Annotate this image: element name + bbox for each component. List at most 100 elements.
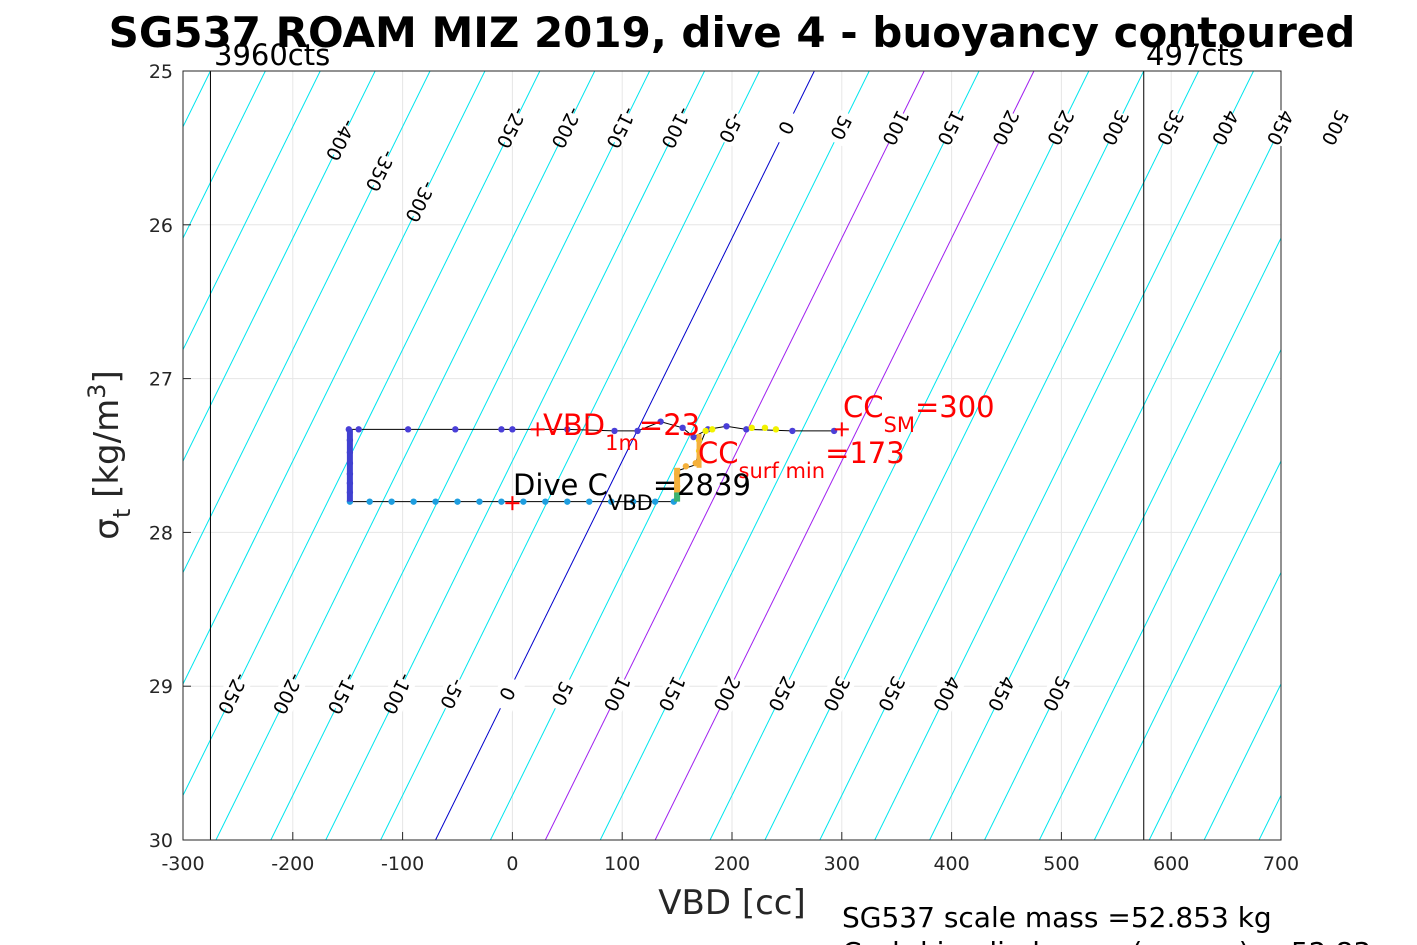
contour-line [183,71,266,240]
annotation-dive-cvbd-main: Dive C [513,468,608,502]
data-point [657,418,664,425]
data-point [452,426,459,433]
annotation-dive-cvbd: Dive CVBD=2839 [513,468,751,515]
data-point [432,498,439,505]
contour-label-bg [928,674,965,714]
y-axis-superscript: 3 [83,384,111,399]
data-point [404,426,412,433]
vline-label-right: 497cts [1146,38,1244,72]
contour-line [1258,794,1281,840]
contour-line [874,71,1254,840]
contour-label-bg [603,108,640,148]
contour-label-bg [988,108,1024,148]
data-point [520,498,527,505]
contour-line [270,71,651,840]
contour-line [215,71,596,840]
data-point [476,498,483,505]
contour-line [764,71,1145,840]
data-point [498,426,505,433]
chart-title: SG537 ROAM MIZ 2019, dive 4 - buoyancy c… [109,8,1356,57]
contour-label-bg [362,151,399,191]
data-point [629,498,637,505]
y-tick-label: 25 [149,61,173,83]
annotation-cc-sm-value: =300 [915,390,995,424]
contour-label-bg [215,674,251,714]
contour-label-bg [324,674,361,714]
x-tick-label: -300 [161,853,204,875]
y-axis-subscript: t [108,509,136,518]
x-tick-label: 500 [1043,853,1079,875]
contour-line [0,71,101,840]
data-point [366,498,373,505]
x-tick-label: 400 [933,853,969,875]
contour-line [183,71,376,463]
annotation-cc-surf-min-sub: surf min [739,459,826,483]
data-point [586,498,593,505]
data-point [702,427,709,435]
contour-label-bg [1317,108,1354,148]
contour-label-bg [1262,108,1299,148]
annotation-cc-sm: CCSM=300 [843,390,995,437]
data-point [355,426,362,433]
contour-line [489,71,870,840]
contour-label-bg [1097,108,1134,148]
annotation-cc-surf-min-main: CC [698,436,739,470]
contour-label-bg [493,108,530,148]
data-point [743,426,750,433]
contour-line [984,237,1281,840]
data-point [748,424,755,432]
data-point [564,498,571,505]
vline-label-left: 3960cts [214,38,330,72]
contour-label-bg [764,674,800,714]
data-point [410,498,417,505]
contour-line [544,71,925,840]
annotation-cc-surf-min-value: =173 [825,436,905,470]
contour-line [1369,71,1417,840]
contour-label-bg [819,674,855,714]
contour-label: 500 [1317,106,1353,148]
contour-line [183,71,321,351]
x-tick-label: 300 [824,853,860,875]
contour-label-bg [1152,108,1189,148]
annotation-dive-cvbd-value: =2839 [653,468,751,502]
annotation-vbd-1m-sub: 1m [605,431,639,455]
contour-label-bg [983,674,1020,714]
contour-label-bg [544,674,581,714]
contour-label-bg [658,108,695,148]
x-tick-label: 600 [1153,853,1189,875]
x-tick-label: 0 [506,853,518,875]
y-axis-label: σt [kg/m3] [83,370,136,539]
footer-implied-mass: C_vbd implied mass (approx) = 52.83 [842,936,1371,945]
contour-label-bg [823,108,860,148]
y-tick-label: 28 [149,522,173,544]
contour-label-bg [1207,108,1244,148]
data-point [709,426,716,433]
y-tick-label: 26 [149,215,173,237]
data-point [634,427,641,435]
contour-line [1148,571,1281,840]
contour-line [0,71,46,840]
contour-line [0,71,156,840]
data-point [542,498,549,505]
reference-markers [505,422,849,511]
contour-label-bg [548,108,585,148]
contour-line [183,71,431,574]
contour-line [1314,71,1417,840]
contour-label-bg [873,674,910,714]
contour-label-bg [323,120,359,160]
contour-label-bg [1038,674,1075,714]
data-point [682,463,690,470]
contour-label-bg [709,674,745,714]
data-point [789,427,796,435]
contour-line [1093,459,1281,840]
data-point [564,426,571,433]
annotation-dive-cvbd-sub: VBD [608,491,653,515]
data-point [651,498,659,505]
data-point [454,498,461,505]
contour-label-bg [713,108,750,148]
data-point [608,498,615,505]
data-point [498,498,505,505]
y-axis-units: [kg/m [87,399,127,509]
annotation-vbd-1m-value: =23 [639,408,700,442]
